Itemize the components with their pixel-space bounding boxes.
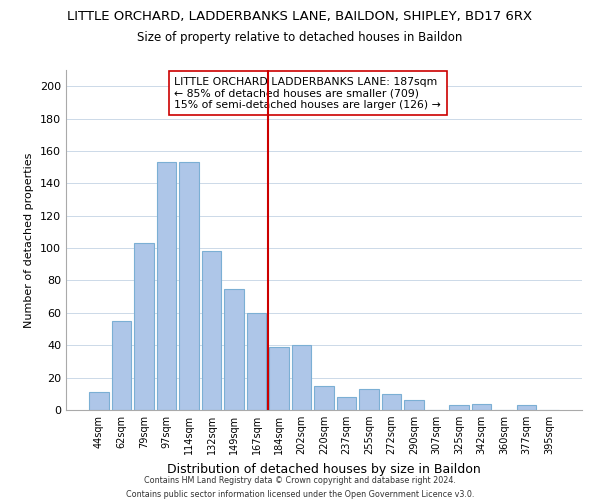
Bar [337, 397, 356, 410]
Y-axis label: Number of detached properties: Number of detached properties [25, 152, 34, 328]
Bar [157, 162, 176, 410]
Bar [404, 400, 424, 410]
Bar [382, 394, 401, 410]
Bar [472, 404, 491, 410]
Text: LITTLE ORCHARD LADDERBANKS LANE: 187sqm
← 85% of detached houses are smaller (70: LITTLE ORCHARD LADDERBANKS LANE: 187sqm … [175, 77, 441, 110]
Text: LITTLE ORCHARD, LADDERBANKS LANE, BAILDON, SHIPLEY, BD17 6RX: LITTLE ORCHARD, LADDERBANKS LANE, BAILDO… [67, 10, 533, 23]
Bar [247, 313, 266, 410]
Bar [359, 389, 379, 410]
Bar [179, 162, 199, 410]
X-axis label: Distribution of detached houses by size in Baildon: Distribution of detached houses by size … [167, 462, 481, 475]
Bar [269, 347, 289, 410]
Bar [314, 386, 334, 410]
Bar [202, 252, 221, 410]
Bar [449, 405, 469, 410]
Text: Size of property relative to detached houses in Baildon: Size of property relative to detached ho… [137, 31, 463, 44]
Bar [134, 243, 154, 410]
Bar [517, 405, 536, 410]
Bar [112, 321, 131, 410]
Bar [224, 288, 244, 410]
Bar [292, 345, 311, 410]
Text: Contains HM Land Registry data © Crown copyright and database right 2024.
Contai: Contains HM Land Registry data © Crown c… [126, 476, 474, 498]
Bar [89, 392, 109, 410]
